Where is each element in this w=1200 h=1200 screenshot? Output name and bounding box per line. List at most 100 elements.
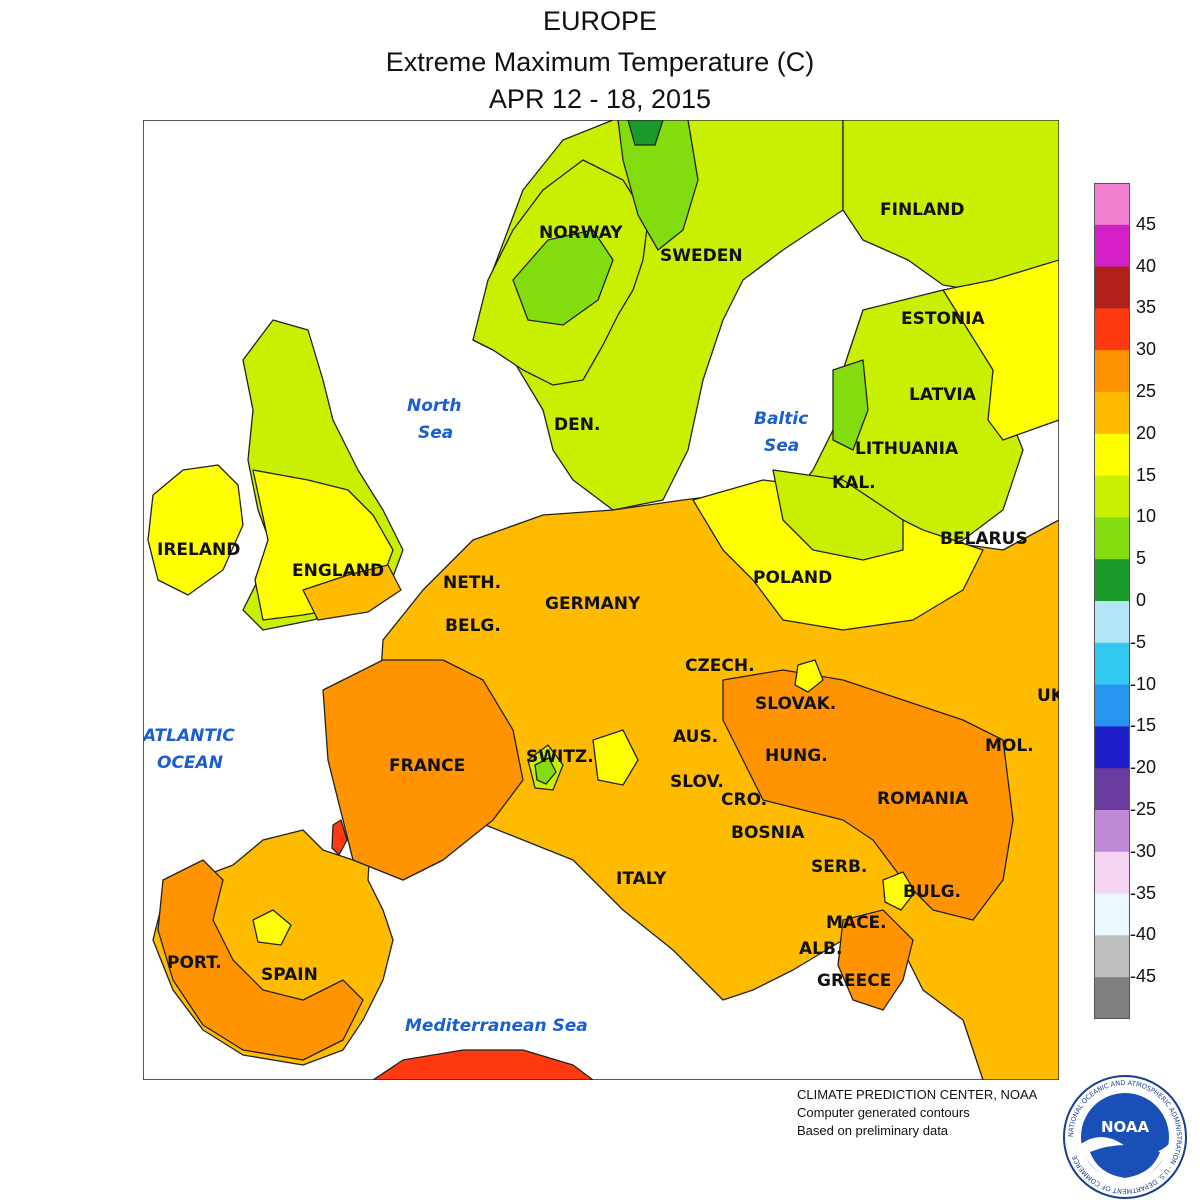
legend-label: 30 <box>1136 339 1157 360</box>
label-north-sea-1: North <box>407 396 462 416</box>
contour-30-africa <box>372 1049 594 1080</box>
legend-swatch <box>1094 601 1130 644</box>
legend-label: 35 <box>1136 297 1157 318</box>
label-north-sea-2: Sea <box>418 423 453 443</box>
legend-swatch <box>1094 726 1130 769</box>
contour-20-slovakia <box>794 659 824 693</box>
contour-20-spain <box>252 909 292 946</box>
legend-swatch <box>1094 308 1130 351</box>
credit-note: Computer generated contours <box>797 1105 970 1120</box>
legend-swatch <box>1094 768 1130 811</box>
legend-swatch <box>1094 935 1130 978</box>
contour-10-sweden <box>617 120 699 251</box>
legend-swatch <box>1094 893 1130 936</box>
label-germany: GERMANY <box>545 594 641 614</box>
legend-swatch <box>1094 350 1130 393</box>
label-slovenia: SLOV. <box>670 772 724 792</box>
legend-swatch <box>1094 224 1130 268</box>
label-belarus: BELARUS <box>940 529 1028 549</box>
legend-outline <box>1094 183 1130 1019</box>
label-lithuania: LITHUANIA <box>855 439 959 459</box>
label-greece: GREECE <box>817 971 891 991</box>
legend-swatch <box>1094 392 1130 435</box>
label-ireland: IRELAND <box>157 540 240 560</box>
label-mediterranean: Mediterranean Sea <box>405 1016 588 1036</box>
label-bosnia: BOSNIA <box>731 823 805 843</box>
legend-label: -40 <box>1130 924 1157 945</box>
legend-swatch <box>1094 266 1130 309</box>
land-ireland <box>147 464 244 596</box>
label-spain: SPAIN <box>261 965 318 985</box>
legend-swatch <box>1094 642 1130 686</box>
contour-alps-cold <box>534 757 557 785</box>
label-atlantic-1: ATLANTIC <box>143 726 235 746</box>
label-france: FRANCE <box>389 756 465 776</box>
contour-5-north <box>627 120 664 146</box>
contour-20-bulgaria <box>882 871 916 911</box>
contour-25-greece <box>837 909 914 1011</box>
legend-label: 15 <box>1136 464 1157 485</box>
temperature-map: NORWAY SWEDEN FINLAND ESTONIA LATVIA LIT… <box>143 120 1059 1080</box>
label-portugal: PORT. <box>167 953 222 973</box>
legend-label: 0 <box>1136 590 1147 610</box>
label-atlantic-2: OCEAN <box>157 753 223 773</box>
contour-20-england <box>302 564 402 621</box>
label-croatia: CRO. <box>721 790 767 810</box>
label-baltic-sea-2: Sea <box>764 436 799 456</box>
contour-10-norway <box>512 229 614 326</box>
contour-25-iberia <box>157 859 364 1061</box>
contour-15-baltic-east <box>942 259 1059 441</box>
label-hungary: HUNG. <box>765 746 828 766</box>
legend-label: 25 <box>1136 381 1157 401</box>
legend-swatch <box>1094 851 1130 895</box>
label-romania: ROMANIA <box>877 789 969 809</box>
legend-label: -20 <box>1130 757 1157 778</box>
label-switzerland: SWITZ. <box>526 747 594 767</box>
label-kaliningrad: KAL. <box>832 473 876 493</box>
label-bulgaria: BULG. <box>903 882 961 902</box>
label-slovakia: SLOVAK. <box>755 694 836 714</box>
legend-label: 40 <box>1136 255 1157 276</box>
legend-swatch <box>1094 977 1130 1019</box>
label-italy: ITALY <box>616 869 667 889</box>
label-belgium: BELG. <box>445 616 501 636</box>
noaa-logo-text: NOAA <box>1101 1118 1150 1136</box>
legend-label: -35 <box>1130 882 1157 903</box>
credit-source: CLIMATE PREDICTION CENTER, NOAA <box>797 1087 1038 1102</box>
contour-25-balkans <box>722 669 1014 921</box>
label-ukraine: UK <box>1037 686 1059 706</box>
legend-swatch <box>1094 517 1130 560</box>
legend-swatch <box>1094 183 1130 226</box>
legend-swatch <box>1094 475 1130 518</box>
contour-10-poland <box>772 469 904 561</box>
credit-disclaimer: Based on preliminary data <box>797 1123 949 1138</box>
legend-label: -25 <box>1130 799 1157 819</box>
legend-swatch <box>1094 810 1130 853</box>
legend-label: -10 <box>1130 673 1157 694</box>
contour-30-portugal <box>331 819 348 856</box>
sea-labels: North Sea Baltic Sea ATLANTIC OCEAN Medi… <box>143 396 808 1036</box>
map-title: EUROPE <box>542 6 658 36</box>
legend-label: -15 <box>1130 715 1157 736</box>
label-albania: ALB. <box>799 939 842 959</box>
legend-swatch <box>1094 684 1130 727</box>
label-moldova: MOL. <box>985 736 1034 756</box>
contour-25-france <box>322 659 524 881</box>
land-finland <box>842 120 1059 296</box>
label-austria: AUS. <box>673 727 718 747</box>
label-estonia: ESTONIA <box>901 309 985 329</box>
country-labels: NORWAY SWEDEN FINLAND ESTONIA LATVIA LIT… <box>157 200 1059 991</box>
temperature-legend <box>1094 183 1130 1019</box>
contour-10-baltic <box>832 359 869 451</box>
noaa-logo: NOAA NATIONAL OCEANIC AND ATMOSPHERIC AD… <box>1063 1075 1187 1199</box>
label-denmark: DEN. <box>554 415 600 435</box>
legend-label: -30 <box>1130 840 1157 861</box>
label-serbia: SERB. <box>811 857 867 877</box>
legend-label: 5 <box>1136 548 1147 569</box>
legend-label: 10 <box>1136 506 1157 527</box>
legend-label: -5 <box>1130 631 1147 652</box>
contour-20-alps <box>592 729 639 786</box>
label-netherlands: NETH. <box>443 573 501 593</box>
legend-swatch <box>1094 559 1130 602</box>
legend-label: 20 <box>1136 422 1157 443</box>
